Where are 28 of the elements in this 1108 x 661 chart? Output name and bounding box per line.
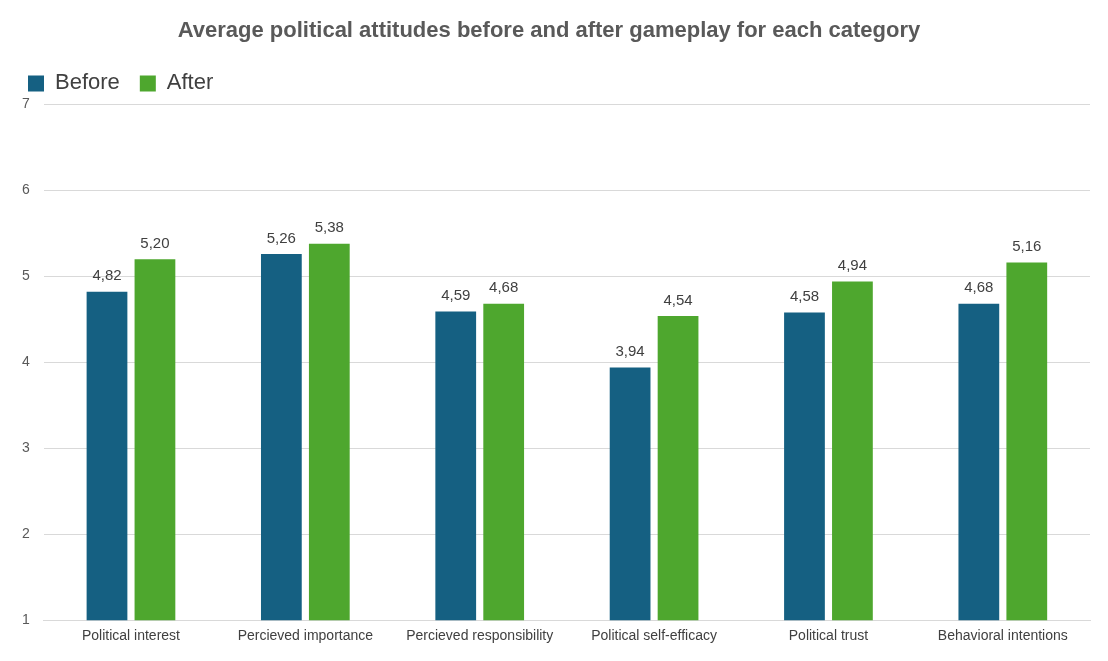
x-tick-label: Political interest	[81, 627, 181, 644]
x-tick-label: Behavioral intentions	[937, 627, 1068, 644]
data-label: 4,54	[663, 290, 693, 308]
data-label: 5,38	[314, 218, 344, 236]
x-tick-label: Percieved importance	[237, 627, 374, 644]
y-tick-label: 2	[21, 525, 30, 542]
y-tick-label: 7	[21, 95, 30, 112]
data-label: 4,68	[964, 278, 994, 296]
y-tick-label: 5	[21, 267, 30, 284]
y-tick-label: 3	[21, 439, 30, 456]
data-label: 5,16	[1012, 237, 1042, 255]
data-label: 5,26	[266, 228, 296, 246]
x-tick-label: Political self-efficacy	[591, 627, 717, 644]
x-tick-label: Political trust	[788, 627, 869, 644]
y-tick-label: 4	[21, 353, 30, 370]
legend-label: Before	[55, 69, 120, 95]
data-label: 3,94	[615, 342, 645, 360]
chart-title: Average political attitudes before and after gameplay for each category	[177, 17, 922, 43]
data-label: 4,58	[789, 287, 820, 305]
data-label: 4,82	[92, 266, 122, 284]
y-tick-label: 6	[21, 181, 30, 198]
legend-label: After	[166, 69, 214, 95]
data-label: 4,68	[489, 278, 519, 296]
y-tick-label: 1	[21, 611, 30, 628]
x-tick-label: Percieved responsibility	[406, 627, 554, 644]
data-label: 5,20	[140, 233, 170, 251]
data-label: 4,59	[441, 286, 471, 304]
data-label: 4,94	[837, 256, 868, 274]
